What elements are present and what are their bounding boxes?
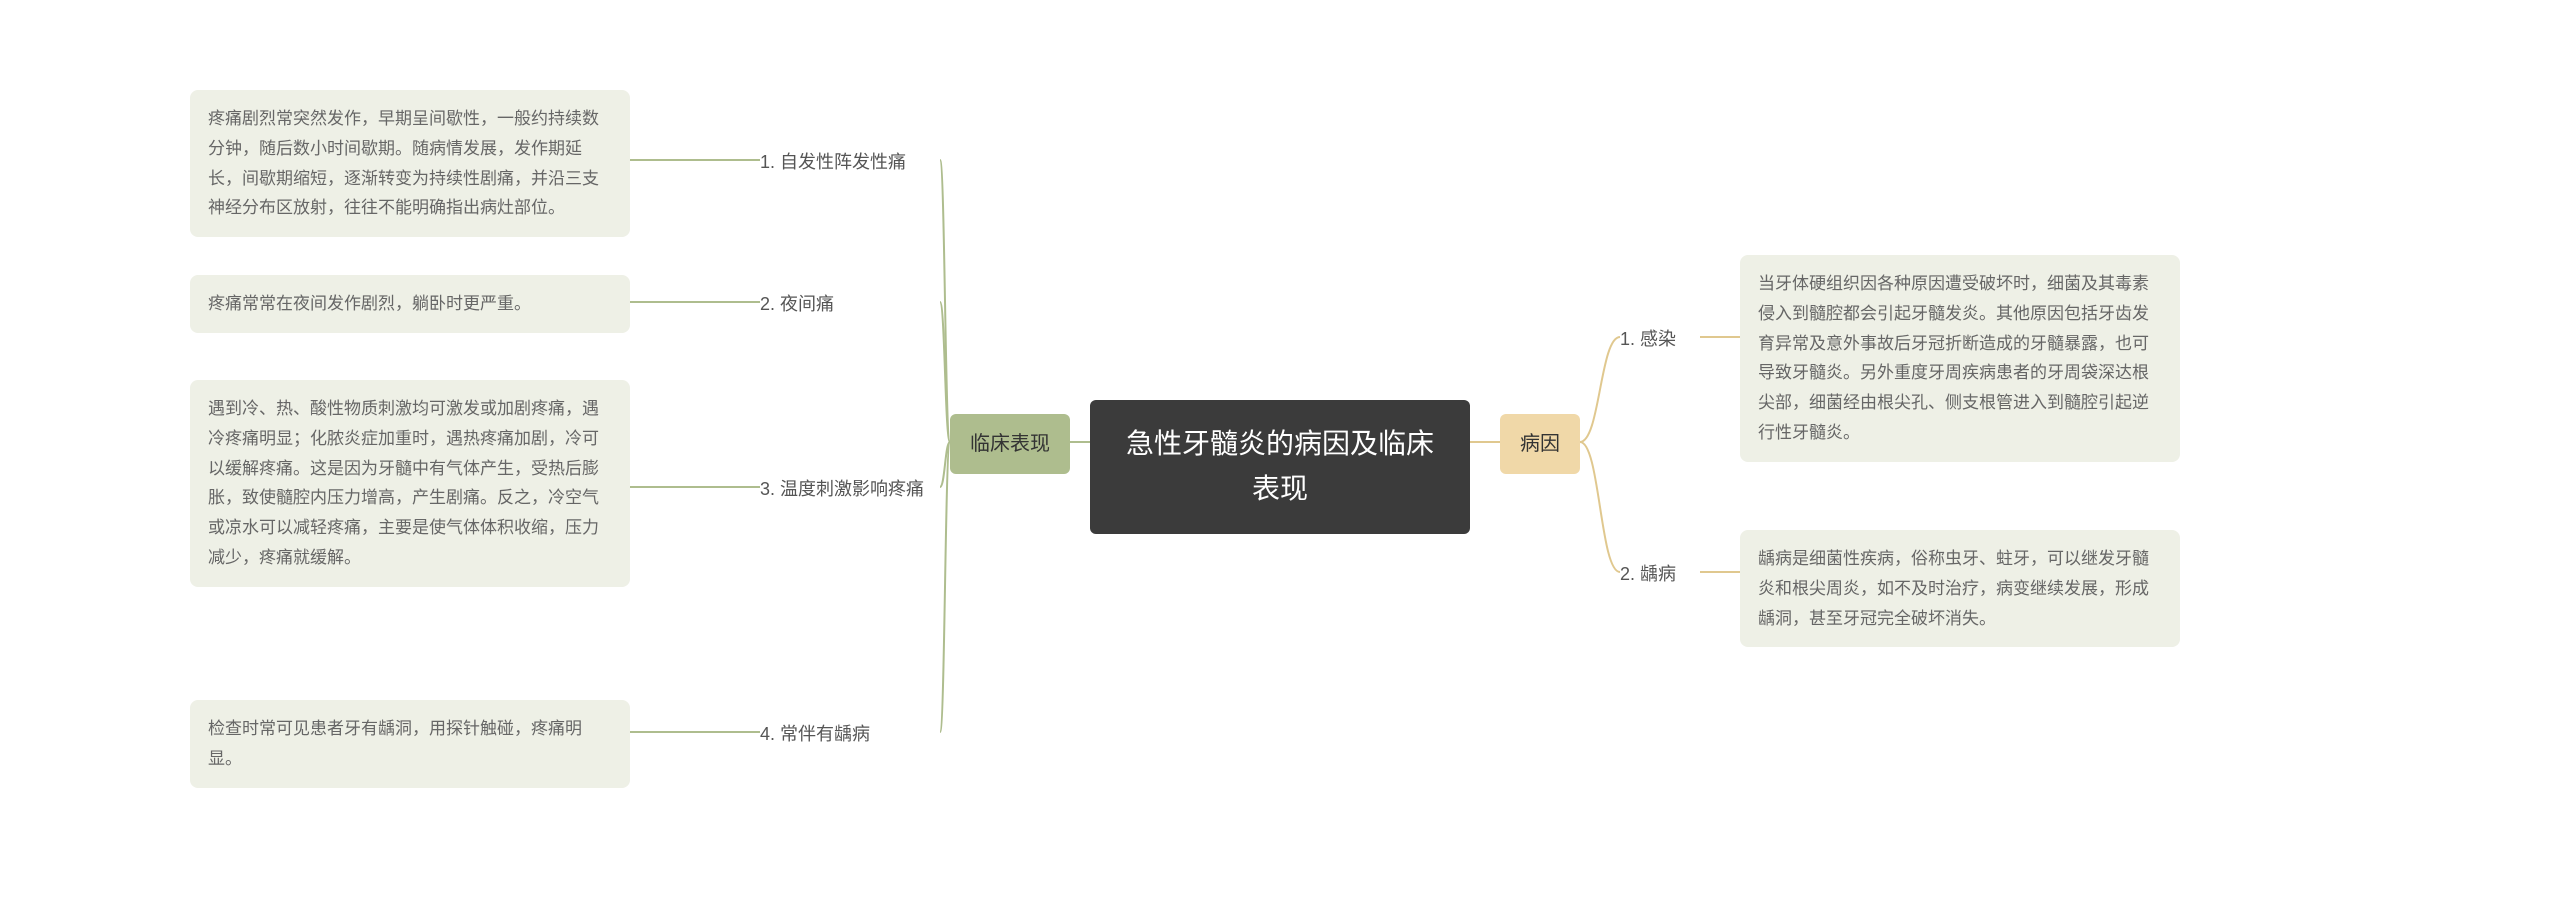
left-sub-3-label: 3. 温度刺激影响疼痛 <box>760 475 924 504</box>
left-sub-2: 2. 夜间痛 <box>760 290 834 319</box>
left-detail-4-text: 检查时常可见患者牙有龋洞，用探针触碰，疼痛明显。 <box>208 714 612 774</box>
right-sub-1-label: 1. 感染 <box>1620 325 1676 354</box>
left-sub-4-label: 4. 常伴有龋病 <box>760 720 870 749</box>
left-detail-1: 疼痛剧烈常突然发作，早期呈间歇性，一般约持续数分钟，随后数小时间歇期。随病情发展… <box>190 90 630 237</box>
left-sub-1: 1. 自发性阵发性痛 <box>760 148 906 177</box>
branch-clinical-label: 临床表现 <box>970 428 1050 460</box>
left-sub-1-label: 1. 自发性阵发性痛 <box>760 148 906 177</box>
right-detail-1-text: 当牙体硬组织因各种原因遭受破坏时，细菌及其毒素侵入到髓腔都会引起牙髓发炎。其他原… <box>1758 269 2162 448</box>
right-sub-1: 1. 感染 <box>1620 325 1676 354</box>
left-detail-4: 检查时常可见患者牙有龋洞，用探针触碰，疼痛明显。 <box>190 700 630 788</box>
left-detail-3-text: 遇到冷、热、酸性物质刺激均可激发或加剧疼痛，遇冷疼痛明显；化脓炎症加重时，遇热疼… <box>208 394 612 573</box>
branch-etiology-label: 病因 <box>1520 428 1560 460</box>
branch-etiology: 病因 <box>1500 414 1580 474</box>
left-sub-3: 3. 温度刺激影响疼痛 <box>760 475 924 504</box>
right-detail-2-text: 龋病是细菌性疾病，俗称虫牙、蛀牙，可以继发牙髓炎和根尖周炎，如不及时治疗，病变继… <box>1758 544 2162 633</box>
right-detail-2: 龋病是细菌性疾病，俗称虫牙、蛀牙，可以继发牙髓炎和根尖周炎，如不及时治疗，病变继… <box>1740 530 2180 647</box>
right-detail-1: 当牙体硬组织因各种原因遭受破坏时，细菌及其毒素侵入到髓腔都会引起牙髓发炎。其他原… <box>1740 255 2180 462</box>
left-sub-4: 4. 常伴有龋病 <box>760 720 870 749</box>
left-detail-1-text: 疼痛剧烈常突然发作，早期呈间歇性，一般约持续数分钟，随后数小时间歇期。随病情发展… <box>208 104 612 223</box>
left-detail-2: 疼痛常常在夜间发作剧烈，躺卧时更严重。 <box>190 275 630 333</box>
right-sub-2: 2. 龋病 <box>1620 560 1676 589</box>
left-sub-2-label: 2. 夜间痛 <box>760 290 834 319</box>
branch-clinical: 临床表现 <box>950 414 1070 474</box>
left-detail-3: 遇到冷、热、酸性物质刺激均可激发或加剧疼痛，遇冷疼痛明显；化脓炎症加重时，遇热疼… <box>190 380 630 587</box>
root-title: 急性牙髓炎的病因及临床表现 <box>1118 422 1442 512</box>
right-sub-2-label: 2. 龋病 <box>1620 560 1676 589</box>
left-detail-2-text: 疼痛常常在夜间发作剧烈，躺卧时更严重。 <box>208 289 531 319</box>
root-node: 急性牙髓炎的病因及临床表现 <box>1090 400 1470 534</box>
